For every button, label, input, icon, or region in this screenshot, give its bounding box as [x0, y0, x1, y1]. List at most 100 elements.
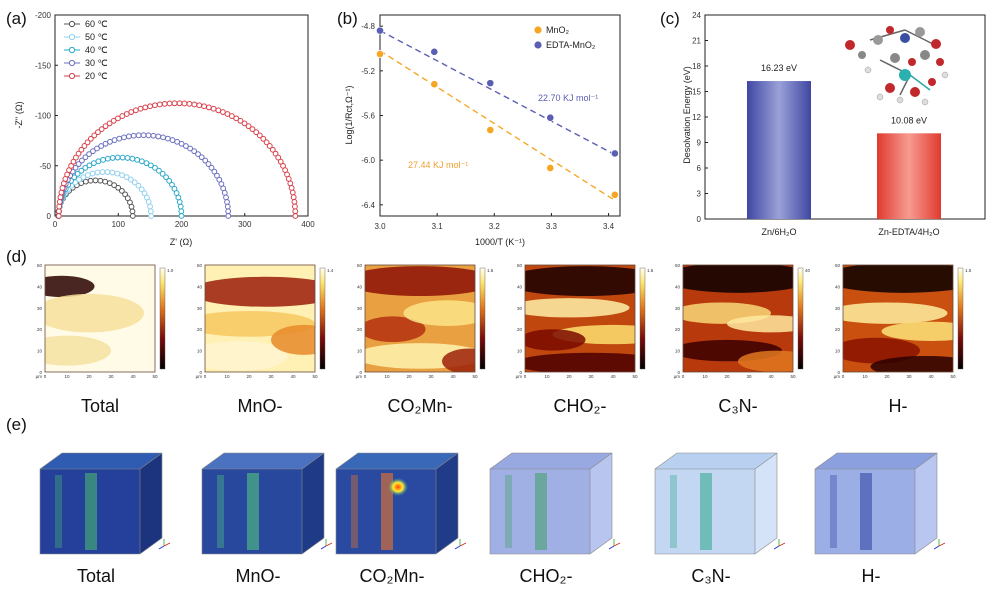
map-x-tick-label: 10 [862, 374, 868, 379]
nyquist-point [119, 113, 126, 119]
bar-y-tick-label: 9 [697, 139, 702, 148]
nyquist-point [74, 170, 81, 177]
nyquist-point [95, 158, 102, 165]
map-panel-1: 00 10 10 20 20 30 30 40 40 50 50 μm 1.4 MnO- [196, 263, 334, 416]
arrhenius-y-tick-label: -4.8 [361, 22, 375, 31]
nyquist-series-3 [55, 132, 232, 219]
nyquist-point [127, 176, 134, 183]
map-y-tick-label: 50 [357, 263, 363, 268]
nyquist-point [134, 156, 141, 163]
map-panel-4: 00 10 10 20 20 30 30 40 40 50 50 μm 40 C₃N- [674, 263, 811, 416]
nyquist-point [210, 105, 217, 112]
nyquist-point [228, 113, 235, 119]
map-y-tick-label: 0 [39, 370, 42, 375]
map-x-tick-label: 10 [64, 374, 70, 379]
nyquist-point [95, 129, 101, 136]
map-unit-label: μm [356, 374, 363, 379]
nyquist-point [249, 126, 256, 133]
map-blob [205, 276, 315, 307]
map-image [525, 265, 635, 372]
cube-side-face [436, 453, 458, 554]
cube-top-face [490, 453, 612, 469]
nyquist-point [102, 178, 109, 185]
arrhenius-point [486, 79, 495, 88]
nyquist-point [131, 179, 138, 186]
nyquist-point [90, 148, 96, 155]
nyquist-point [91, 132, 98, 139]
map-label: MnO- [238, 396, 283, 416]
nyquist-x-tick-label: 300 [238, 220, 252, 229]
nyquist-point [86, 162, 93, 169]
bar-value-label: 10.08 eV [891, 115, 927, 125]
nyquist-point [137, 105, 144, 112]
nyquist-x-tick-label: 0 [53, 220, 58, 229]
cube-wireframe [335, 452, 459, 555]
arrhenius-series-0 [376, 50, 619, 201]
nyquist-point [166, 100, 173, 107]
arrhenius-point [486, 126, 495, 134]
cube-feature [247, 473, 259, 550]
map-x-tick-label: 50 [790, 374, 796, 379]
map-y-tick-label: 30 [835, 306, 841, 311]
zn-edta-molecule-illustration [845, 26, 949, 106]
nyquist-point [141, 190, 148, 197]
cube-axis-x [778, 542, 786, 547]
nyquist-point [260, 135, 267, 142]
map-label: H- [889, 396, 908, 416]
nyquist-point [111, 137, 118, 143]
nyquist-point [178, 208, 185, 215]
map-y-tick-label: 0 [359, 370, 362, 375]
nyquist-point [288, 185, 295, 191]
nyquist-point [289, 189, 296, 196]
arrhenius-legend-label: MnO₂ [546, 25, 570, 35]
map-x-tick-label: 0 [204, 374, 207, 379]
nyquist-legend-item: 50 ℃ [64, 32, 108, 42]
map-blob [271, 324, 315, 355]
map-y-tick-label: 10 [37, 349, 43, 354]
nyquist-point [82, 164, 89, 171]
map-y-tick-label: 40 [357, 284, 363, 289]
arrhenius-legend: MnO₂ EDTA-MnO₂ [534, 25, 596, 50]
nyquist-point [201, 103, 207, 110]
map-x-tick-label: 10 [702, 374, 708, 379]
panel-label-d: (d) [6, 247, 27, 266]
nyquist-point [253, 129, 260, 136]
nyquist-point [115, 184, 122, 191]
map-y-tick-label: 50 [517, 263, 523, 268]
map-frame [842, 264, 954, 373]
map-blob [843, 337, 920, 364]
bar-y-tick-label: 6 [697, 164, 702, 173]
map-panel-2: 00 10 10 20 20 30 30 40 40 50 50 μm 1.6 CO₂Mn- [356, 263, 494, 416]
nyquist-point [111, 182, 118, 189]
bar-y-label: Desolvation Energy (eV) [682, 66, 692, 164]
nyquist-point [166, 177, 173, 184]
map-x-tick-label: 40 [610, 374, 616, 379]
arrhenius-point [610, 149, 619, 158]
nyquist-point [292, 213, 299, 219]
map-unit-label: μm [516, 374, 523, 379]
cube-top-face [40, 453, 162, 469]
cube-axis-x [613, 542, 621, 547]
map-y-tick-label: 10 [517, 349, 523, 354]
nyquist-point [156, 167, 162, 174]
nyquist-point [202, 157, 209, 164]
arrhenius-y-label: Log(1/Rct,Ω⁻¹) [344, 86, 354, 145]
nyquist-point [171, 100, 178, 107]
map-blob [727, 315, 793, 333]
nyquist-series-4 [55, 100, 299, 219]
cube-top-face [815, 453, 937, 469]
nyquist-point [215, 107, 222, 114]
cube-feature [535, 473, 547, 550]
nyquist-legend-label: 40 ℃ [85, 45, 108, 55]
map-panel-5: 00 10 10 20 20 30 30 40 40 50 50 μm 1.5 H- [834, 263, 972, 416]
map-x-tick-label: 40 [130, 374, 136, 379]
map-y-tick-label: 0 [677, 370, 680, 375]
nyquist-point [76, 176, 82, 183]
map-blob [365, 316, 426, 343]
nyquist-point [135, 182, 142, 189]
arrhenius-point [376, 26, 384, 35]
map-colorbar [639, 267, 646, 370]
nyquist-point [208, 164, 215, 171]
nyquist-point [89, 170, 96, 177]
cube-side-face [302, 453, 324, 554]
